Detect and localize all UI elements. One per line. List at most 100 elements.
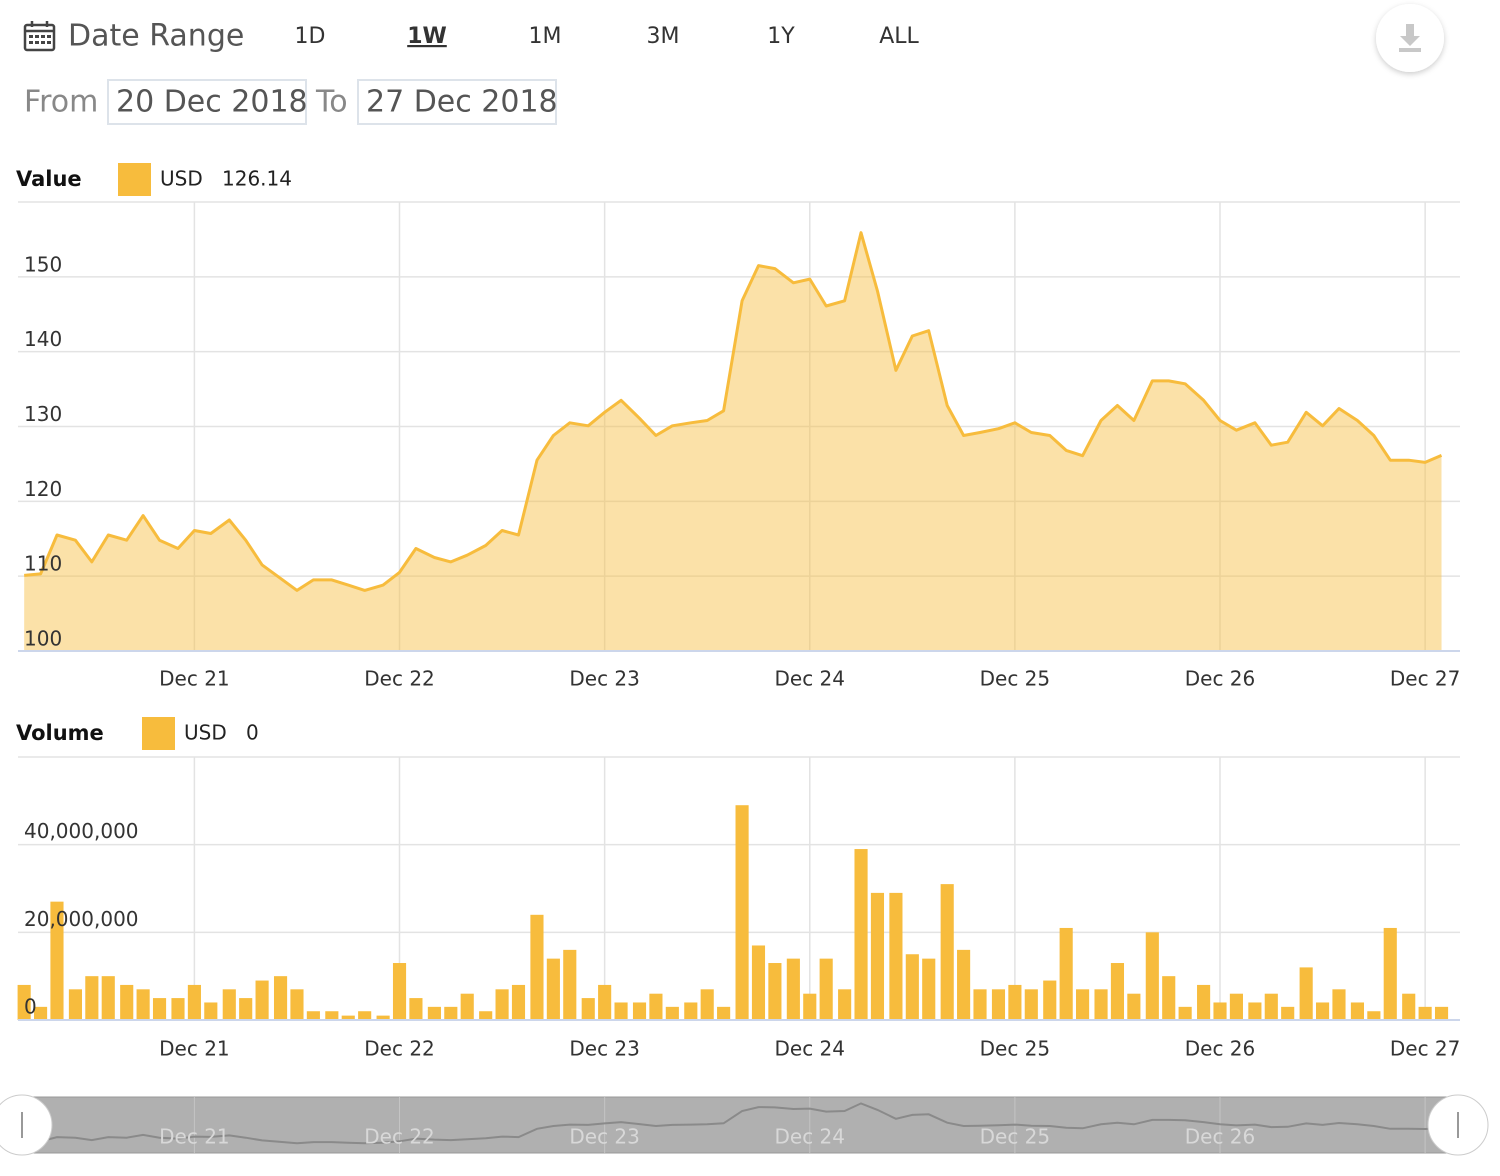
bar	[1213, 1002, 1227, 1020]
bar	[717, 1006, 731, 1020]
x-tick-label: Dec 25	[980, 1037, 1051, 1061]
from-value[interactable]: 20 Dec 2018	[116, 85, 308, 120]
bar	[1418, 1006, 1432, 1020]
bar	[1197, 984, 1211, 1020]
range-button[interactable]: 1Y	[767, 24, 795, 49]
area-fill	[24, 232, 1442, 651]
range-button[interactable]: 1W	[407, 24, 447, 49]
bar	[735, 805, 749, 1020]
bar	[444, 1006, 458, 1020]
navigator-line	[24, 1102, 1442, 1145]
bar	[239, 998, 253, 1020]
bar	[614, 1002, 628, 1020]
bar	[33, 1006, 48, 1020]
bar	[889, 892, 903, 1020]
range-button[interactable]: ALL	[879, 24, 919, 49]
bar	[1178, 1006, 1192, 1020]
bar	[563, 949, 577, 1020]
bar	[1316, 1002, 1330, 1020]
legend-value: 126.14	[222, 167, 292, 191]
bar	[1402, 993, 1416, 1020]
y-tick-label: 110	[24, 552, 62, 576]
bar	[1094, 989, 1108, 1020]
bar	[1248, 1002, 1262, 1020]
x-tick-label: Dec 25	[980, 667, 1051, 691]
bar	[460, 993, 474, 1020]
handle-body	[0, 1094, 53, 1156]
y-tick-label: 0	[24, 995, 37, 1019]
navigator-label: Dec 23	[569, 1125, 640, 1149]
bar	[101, 976, 115, 1020]
to-input[interactable]	[357, 79, 557, 125]
legend-label: USD	[160, 167, 203, 191]
bar	[1299, 967, 1313, 1020]
x-tick-label: Dec 21	[159, 1037, 230, 1061]
bar	[273, 976, 288, 1020]
x-tick-label: Dec 26	[1185, 1037, 1256, 1061]
bar	[581, 998, 595, 1020]
bar	[922, 958, 936, 1020]
bar	[427, 1006, 441, 1020]
bar	[1127, 993, 1141, 1020]
bar	[1434, 1006, 1449, 1020]
navigator-handle[interactable]	[0, 1094, 53, 1156]
bar	[632, 1002, 647, 1020]
bar	[17, 984, 31, 1020]
navigator-handle[interactable]	[1427, 1094, 1489, 1156]
range-button[interactable]: 1M	[529, 24, 562, 49]
bar	[479, 1011, 493, 1020]
line	[24, 231, 1443, 592]
bar	[854, 849, 868, 1020]
bar	[1162, 976, 1176, 1020]
to-value[interactable]: 27 Dec 2018	[366, 85, 558, 120]
y-tick-label: 40,000,000	[24, 819, 139, 843]
range-button[interactable]: 3M	[647, 24, 680, 49]
bar	[546, 958, 560, 1020]
bar	[803, 993, 817, 1020]
bar	[358, 1011, 372, 1020]
legend-swatch	[118, 163, 151, 196]
legend-swatch	[142, 717, 175, 750]
bar	[700, 989, 714, 1020]
y-tick-label: 130	[24, 402, 62, 426]
bar	[1076, 989, 1090, 1020]
navigator-label: Dec 22	[364, 1125, 435, 1149]
bar	[409, 998, 423, 1020]
bar	[838, 989, 852, 1020]
x-tick-label: Dec 26	[1185, 667, 1256, 691]
navigator-label: Dec 26	[1185, 1125, 1256, 1149]
navigator-label: Dec 24	[775, 1125, 846, 1149]
bar	[1229, 993, 1243, 1020]
bar	[1110, 963, 1125, 1020]
bar	[684, 1002, 698, 1020]
bar	[598, 984, 612, 1020]
x-tick-label: Dec 23	[569, 1037, 640, 1061]
x-tick-label: Dec 22	[364, 1037, 435, 1061]
bar	[1059, 927, 1073, 1020]
bar	[1383, 927, 1397, 1020]
bar	[751, 945, 766, 1020]
download-button[interactable]	[1376, 4, 1444, 72]
chart-title: Value	[16, 167, 82, 191]
bar	[204, 1002, 218, 1020]
bar	[1024, 989, 1038, 1020]
y-tick-label: 150	[24, 252, 62, 276]
bar	[222, 989, 236, 1020]
bar	[991, 989, 1006, 1020]
bar	[187, 984, 201, 1020]
chart-title: Volume	[16, 721, 104, 745]
bar	[171, 998, 185, 1020]
bar	[341, 1015, 355, 1020]
legend-label: USD	[184, 721, 227, 745]
range-button[interactable]: 1D	[295, 24, 326, 49]
toolbar-title: Date Range	[68, 19, 244, 54]
bar	[973, 989, 987, 1020]
legend-value: 0	[246, 721, 259, 745]
bar	[649, 993, 663, 1020]
bar	[290, 989, 304, 1020]
bar	[1332, 989, 1346, 1020]
navigator[interactable]: Dec 21 Dec 22 Dec 23 Dec 24 Dec 25 Dec 26	[0, 1094, 1489, 1156]
calendar-icon	[23, 21, 56, 52]
bar	[1008, 984, 1022, 1020]
from-input[interactable]	[107, 79, 307, 125]
